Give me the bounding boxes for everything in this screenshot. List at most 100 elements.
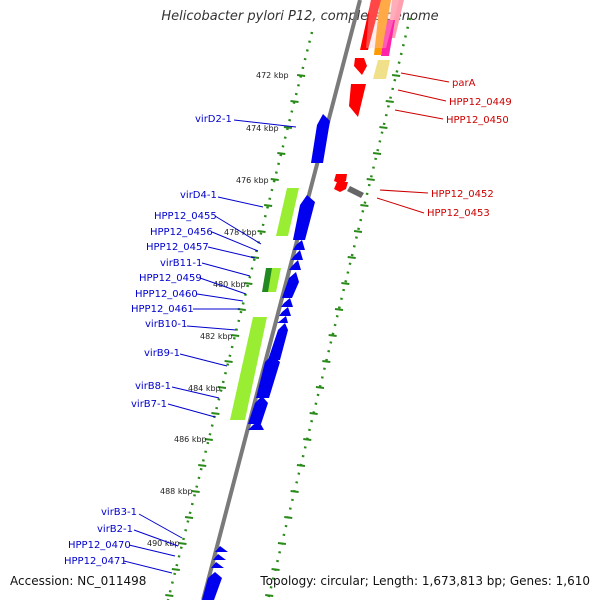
left-major-tick bbox=[217, 386, 227, 389]
right-major-tick bbox=[353, 230, 363, 233]
gene-virb8 bbox=[248, 396, 268, 424]
right-major-tick bbox=[265, 594, 274, 597]
right-major-tick bbox=[385, 100, 394, 103]
scale-label-474: 474 kbp bbox=[246, 124, 279, 133]
right-major-tick bbox=[347, 256, 356, 259]
genome-summary: Topology: circular; Length: 1,673,813 bp… bbox=[260, 574, 590, 588]
label-hpp12-0455[interactable]: HPP12_0455 bbox=[154, 211, 217, 222]
scale-label-490: 490 kbp bbox=[147, 539, 180, 548]
scale-label-476: 476 kbp bbox=[236, 176, 269, 185]
gene-hpp12-0452 bbox=[334, 174, 347, 184]
right-major-tick bbox=[303, 438, 312, 441]
left-major-tick bbox=[277, 152, 286, 155]
left-major-tick bbox=[290, 100, 299, 103]
left-major-tick bbox=[171, 568, 180, 571]
forward-gene-labels: virD2-1 virD4-1 HPP12_0455 HPP12_0456 HP… bbox=[64, 114, 297, 574]
label-virb3-1[interactable]: virB3-1 bbox=[101, 507, 137, 518]
green-region-virb bbox=[230, 317, 267, 420]
label-para[interactable]: parA bbox=[452, 78, 476, 89]
gene-virb10 bbox=[268, 323, 288, 360]
left-major-tick bbox=[244, 282, 253, 285]
label-hpp12-0470[interactable]: HPP12_0470 bbox=[68, 540, 131, 551]
label-hpp12-0460[interactable]: HPP12_0460 bbox=[135, 289, 198, 300]
gene-hpp12-0453 bbox=[347, 186, 364, 198]
right-major-tick bbox=[322, 360, 331, 363]
right-major-tick bbox=[366, 178, 375, 181]
gene-hpp12-0470 bbox=[210, 562, 224, 568]
label-hpp12-0457[interactable]: HPP12_0457 bbox=[146, 242, 209, 253]
label-hpp12-0453[interactable]: HPP12_0453 bbox=[427, 208, 490, 219]
left-major-tick bbox=[264, 204, 273, 207]
reverse-strand-genes bbox=[334, 0, 404, 198]
reverse-gene-labels: parA HPP12_0449 HPP12_0450 HPP12_0452 HP… bbox=[376, 72, 512, 219]
gene-virb9 bbox=[256, 355, 280, 398]
green-region-vird4 bbox=[276, 188, 299, 236]
gene-virb7 bbox=[248, 421, 264, 430]
right-major-tick bbox=[379, 126, 388, 129]
left-major-tick bbox=[283, 126, 293, 129]
label-hpp12-0450[interactable]: HPP12_0450 bbox=[446, 115, 509, 126]
scale-label-478: 478 kbp bbox=[224, 228, 257, 237]
label-virb11-1[interactable]: virB11-1 bbox=[160, 258, 202, 269]
label-hpp12-0461[interactable]: HPP12_0461 bbox=[131, 304, 194, 315]
left-major-tick bbox=[224, 360, 233, 363]
major-ticks bbox=[165, 74, 401, 597]
left-major-tick bbox=[191, 490, 200, 493]
gene-hpp12-0461 bbox=[277, 316, 288, 323]
scale-label-480: 480 kbp bbox=[213, 280, 246, 289]
right-major-tick bbox=[334, 308, 344, 311]
gene-pink-overlay bbox=[366, 0, 399, 48]
left-major-tick bbox=[270, 178, 279, 181]
left-major-tick bbox=[211, 412, 220, 415]
gene-hpp12-0457 bbox=[289, 260, 301, 270]
label-virb8-1[interactable]: virB8-1 bbox=[135, 381, 171, 392]
left-major-tick bbox=[178, 542, 187, 545]
gene-hpp12-0471 bbox=[202, 572, 222, 600]
right-major-tick bbox=[290, 490, 299, 493]
gene-red-arrow-1 bbox=[354, 58, 367, 75]
right-major-tick bbox=[328, 334, 337, 337]
gene-top-magenta bbox=[381, 20, 395, 56]
green-region-virb11 bbox=[268, 268, 281, 292]
label-virb10-1[interactable]: virB10-1 bbox=[145, 319, 187, 330]
right-tick-rail bbox=[266, 17, 412, 600]
right-major-tick bbox=[296, 464, 306, 467]
scale-labels: 472 kbp 474 kbp 476 kbp 478 kbp 480 kbp … bbox=[147, 71, 289, 548]
gene-virb2 bbox=[212, 554, 226, 560]
right-major-tick bbox=[360, 204, 369, 207]
label-hpp12-0459[interactable]: HPP12_0459 bbox=[139, 273, 202, 284]
scale-label-488: 488 kbp bbox=[160, 487, 193, 496]
label-hpp12-0452[interactable]: HPP12_0452 bbox=[431, 189, 494, 200]
left-major-tick bbox=[165, 594, 174, 597]
genome-backbone bbox=[201, 0, 362, 600]
gene-hpp12-0460 bbox=[279, 307, 291, 316]
right-major-tick bbox=[341, 282, 350, 285]
label-hpp12-0449[interactable]: HPP12_0449 bbox=[449, 97, 512, 108]
gene-vird2 bbox=[311, 114, 330, 163]
label-hpp12-0471[interactable]: HPP12_0471 bbox=[64, 556, 127, 567]
label-virb2-1[interactable]: virB2-1 bbox=[97, 524, 133, 535]
right-major-tick bbox=[315, 386, 325, 389]
left-major-tick bbox=[184, 516, 194, 519]
scale-label-486: 486 kbp bbox=[174, 435, 207, 444]
gene-virb11 bbox=[282, 272, 299, 298]
label-vird2-1[interactable]: virD2-1 bbox=[195, 114, 232, 125]
left-major-tick bbox=[257, 230, 266, 233]
left-major-tick bbox=[231, 334, 240, 337]
gene-red-arrow-2 bbox=[349, 84, 366, 117]
scale-label-482: 482 kbp bbox=[200, 332, 233, 341]
gene-para bbox=[373, 60, 390, 79]
right-major-tick bbox=[309, 412, 318, 415]
gene-hpp12-0455 bbox=[293, 240, 305, 250]
label-vird4-1[interactable]: virD4-1 bbox=[180, 190, 217, 201]
gene-vird4 bbox=[293, 195, 315, 240]
right-major-tick bbox=[271, 568, 280, 571]
label-virb7-1[interactable]: virB7-1 bbox=[131, 399, 167, 410]
label-hpp12-0456[interactable]: HPP12_0456 bbox=[150, 227, 213, 238]
accession-text: Accession: NC_011498 bbox=[10, 574, 147, 588]
left-major-tick bbox=[198, 464, 207, 467]
forward-strand-genes bbox=[202, 114, 330, 600]
gene-hpp12-0459 bbox=[281, 298, 293, 307]
label-virb9-1[interactable]: virB9-1 bbox=[144, 348, 180, 359]
